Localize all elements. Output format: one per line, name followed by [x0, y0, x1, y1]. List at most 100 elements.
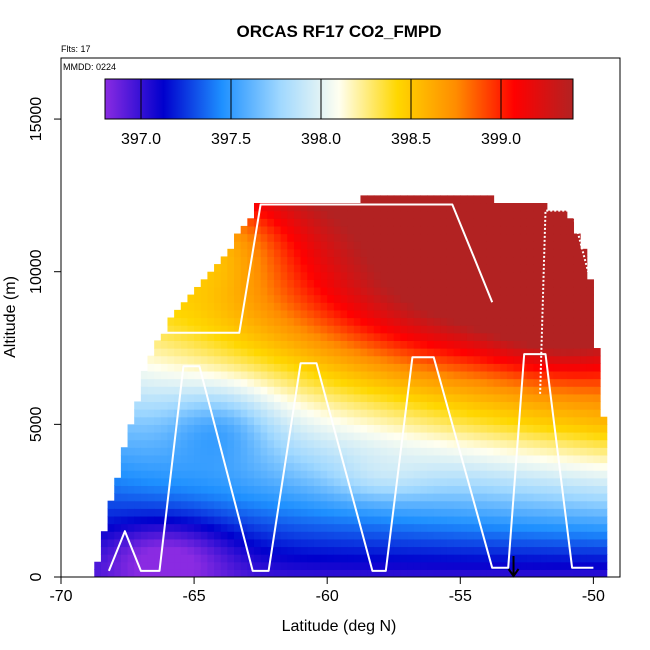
heatmap-cell — [407, 439, 415, 448]
heatmap-cell — [360, 454, 368, 464]
heatmap-cell — [520, 569, 528, 577]
heatmap-cell — [480, 233, 488, 242]
heatmap-cell — [407, 485, 415, 494]
heatmap-cell — [513, 538, 521, 548]
heatmap-cell — [333, 470, 342, 479]
heatmap-cell — [453, 203, 461, 212]
heatmap-cell — [313, 302, 322, 311]
heatmap-cell — [194, 370, 202, 380]
heatmap-cell — [353, 477, 362, 487]
heatmap-cell — [407, 523, 415, 532]
heatmap-cell — [267, 409, 275, 418]
heatmap-cell — [287, 294, 295, 303]
heatmap-cell — [466, 218, 475, 227]
heatmap-cell — [200, 286, 208, 296]
heatmap-cell — [167, 500, 175, 509]
heatmap-cell — [234, 248, 242, 258]
heatmap-cell — [187, 439, 195, 448]
heatmap-cell — [247, 386, 255, 395]
heatmap-cell — [446, 279, 455, 288]
heatmap-cell — [347, 370, 355, 380]
heatmap-cell — [506, 439, 515, 448]
heatmap-cell — [460, 317, 468, 326]
heatmap-cell — [440, 378, 448, 387]
heatmap-cell — [287, 264, 295, 273]
heatmap-cell — [200, 470, 208, 479]
heatmap-cell — [347, 569, 355, 577]
heatmap-cell — [114, 477, 122, 487]
heatmap-cell — [180, 561, 189, 570]
heatmap-cell — [373, 279, 382, 288]
heatmap-cell — [427, 531, 435, 540]
heatmap-cell — [200, 569, 208, 577]
heatmap-cell — [387, 210, 395, 219]
heatmap-cell — [513, 325, 521, 334]
heatmap-cell — [387, 454, 395, 464]
heatmap-cell — [267, 393, 275, 403]
heatmap-cell — [546, 256, 555, 265]
heatmap-cell — [174, 477, 182, 487]
heatmap-cell — [140, 378, 149, 387]
heatmap-cell — [327, 393, 335, 403]
heatmap-cell — [486, 195, 495, 204]
heatmap-cell — [460, 454, 468, 464]
heatmap-cell — [446, 348, 455, 357]
heatmap-cell — [307, 515, 315, 525]
heatmap-cell — [420, 225, 428, 235]
heatmap-cell — [360, 393, 368, 403]
heatmap-cell — [320, 500, 328, 509]
heatmap-cell — [520, 325, 528, 334]
heatmap-cell — [400, 554, 408, 563]
heatmap-cell — [167, 554, 175, 563]
heatmap-cell — [413, 370, 421, 380]
heatmap-cell — [466, 286, 475, 296]
heatmap-cell — [466, 569, 475, 577]
heatmap-cell — [307, 401, 315, 410]
heatmap-cell — [100, 546, 109, 555]
heatmap-cell — [440, 500, 448, 509]
heatmap-cell — [466, 309, 475, 319]
heatmap-cell — [253, 454, 262, 464]
heatmap-cell — [114, 569, 122, 577]
heatmap-cell — [347, 515, 355, 525]
heatmap-cell — [573, 485, 581, 494]
heatmap-cell — [280, 233, 288, 242]
heatmap-cell — [506, 256, 515, 265]
heatmap-cell — [380, 431, 388, 441]
heatmap-cell — [573, 241, 581, 250]
heatmap-cell — [120, 515, 129, 525]
heatmap-cell — [427, 454, 435, 464]
colorbar-tick-label: 398.0 — [301, 131, 341, 148]
heatmap-cell — [114, 561, 122, 570]
heatmap-cell — [360, 493, 368, 502]
heatmap-cell — [506, 401, 515, 410]
heatmap-cell — [513, 409, 521, 418]
heatmap-cell — [307, 409, 315, 418]
heatmap-cell — [427, 317, 435, 326]
heatmap-cell — [167, 561, 175, 570]
heatmap-cell — [586, 286, 594, 296]
heatmap-cell — [134, 569, 142, 577]
heatmap-cell — [413, 447, 421, 456]
heatmap-cell — [307, 424, 315, 433]
heatmap-cell — [600, 515, 608, 525]
heatmap-cell — [140, 485, 149, 494]
heatmap-cell — [253, 447, 262, 456]
heatmap-cell — [313, 554, 322, 563]
heatmap-cell — [160, 500, 169, 509]
heatmap-cell — [566, 317, 575, 326]
heatmap-cell — [446, 309, 455, 319]
heatmap-cell — [253, 355, 262, 364]
heatmap-cell — [466, 500, 475, 509]
heatmap-cell — [520, 493, 528, 502]
heatmap-cell — [360, 416, 368, 425]
heatmap-cell — [373, 538, 382, 548]
heatmap-cell — [460, 485, 468, 494]
heatmap-cell — [287, 210, 295, 219]
heatmap-cell — [220, 256, 228, 265]
heatmap-cell — [393, 325, 401, 334]
heatmap-cell — [466, 332, 475, 341]
heatmap-cell — [333, 561, 342, 570]
heatmap-cell — [140, 546, 149, 555]
heatmap-cell — [160, 370, 169, 380]
